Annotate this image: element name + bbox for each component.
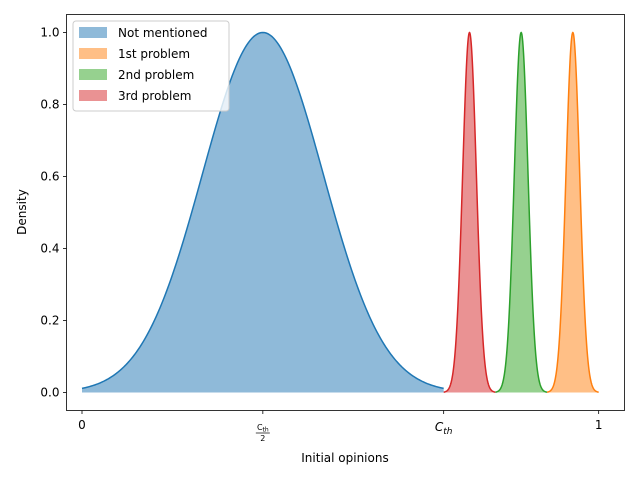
series-area-2 [495, 32, 547, 393]
legend-swatch-3 [79, 90, 107, 101]
series-area-0 [82, 32, 444, 393]
density-areas [81, 31, 599, 393]
y-tick-label-1: 0.2 [40, 314, 59, 328]
legend-box [72, 20, 230, 112]
x-tick-label-2: Cth [435, 420, 453, 437]
series-area-3 [443, 32, 496, 393]
legend-swatch-2 [79, 69, 107, 80]
legend-swatch-1 [79, 48, 107, 59]
x-tick-label-0: 0 [78, 418, 86, 432]
series-line-0 [81, 31, 444, 390]
legend: Not mentioned 1st problem 2nd problem 3rd p… [72, 20, 230, 112]
legend-swatch-0 [79, 27, 107, 38]
legend-label-0: Not mentioned [118, 26, 208, 40]
series-line-3 [443, 31, 496, 393]
x-axis-label: Initial opinions [301, 451, 388, 465]
series-line-1 [546, 31, 599, 393]
y-axis: 0.0 0.2 0.4 0.6 0.8 1.0 [40, 26, 67, 400]
x-tick-label-fraction-denominator: 2 [260, 434, 265, 443]
legend-label-2: 2nd problem [118, 68, 194, 82]
legend-label-3: 3rd problem [118, 89, 191, 103]
legend-label-1: 1st problem [118, 47, 190, 61]
series-area-1 [547, 32, 599, 393]
series-line-2 [495, 31, 548, 393]
y-tick-label-5: 1.0 [40, 26, 59, 40]
y-axis-label: Density [15, 189, 29, 235]
y-tick-label-4: 0.8 [40, 98, 59, 112]
y-tick-label-0: 0.0 [40, 386, 59, 400]
x-tick-label-3: 1 [595, 418, 603, 432]
y-tick-label-2: 0.4 [40, 242, 59, 256]
y-tick-label-3: 0.6 [40, 170, 59, 184]
x-tick-label-fraction-numerator: Cth [257, 423, 269, 434]
plot-frame [66, 14, 625, 411]
